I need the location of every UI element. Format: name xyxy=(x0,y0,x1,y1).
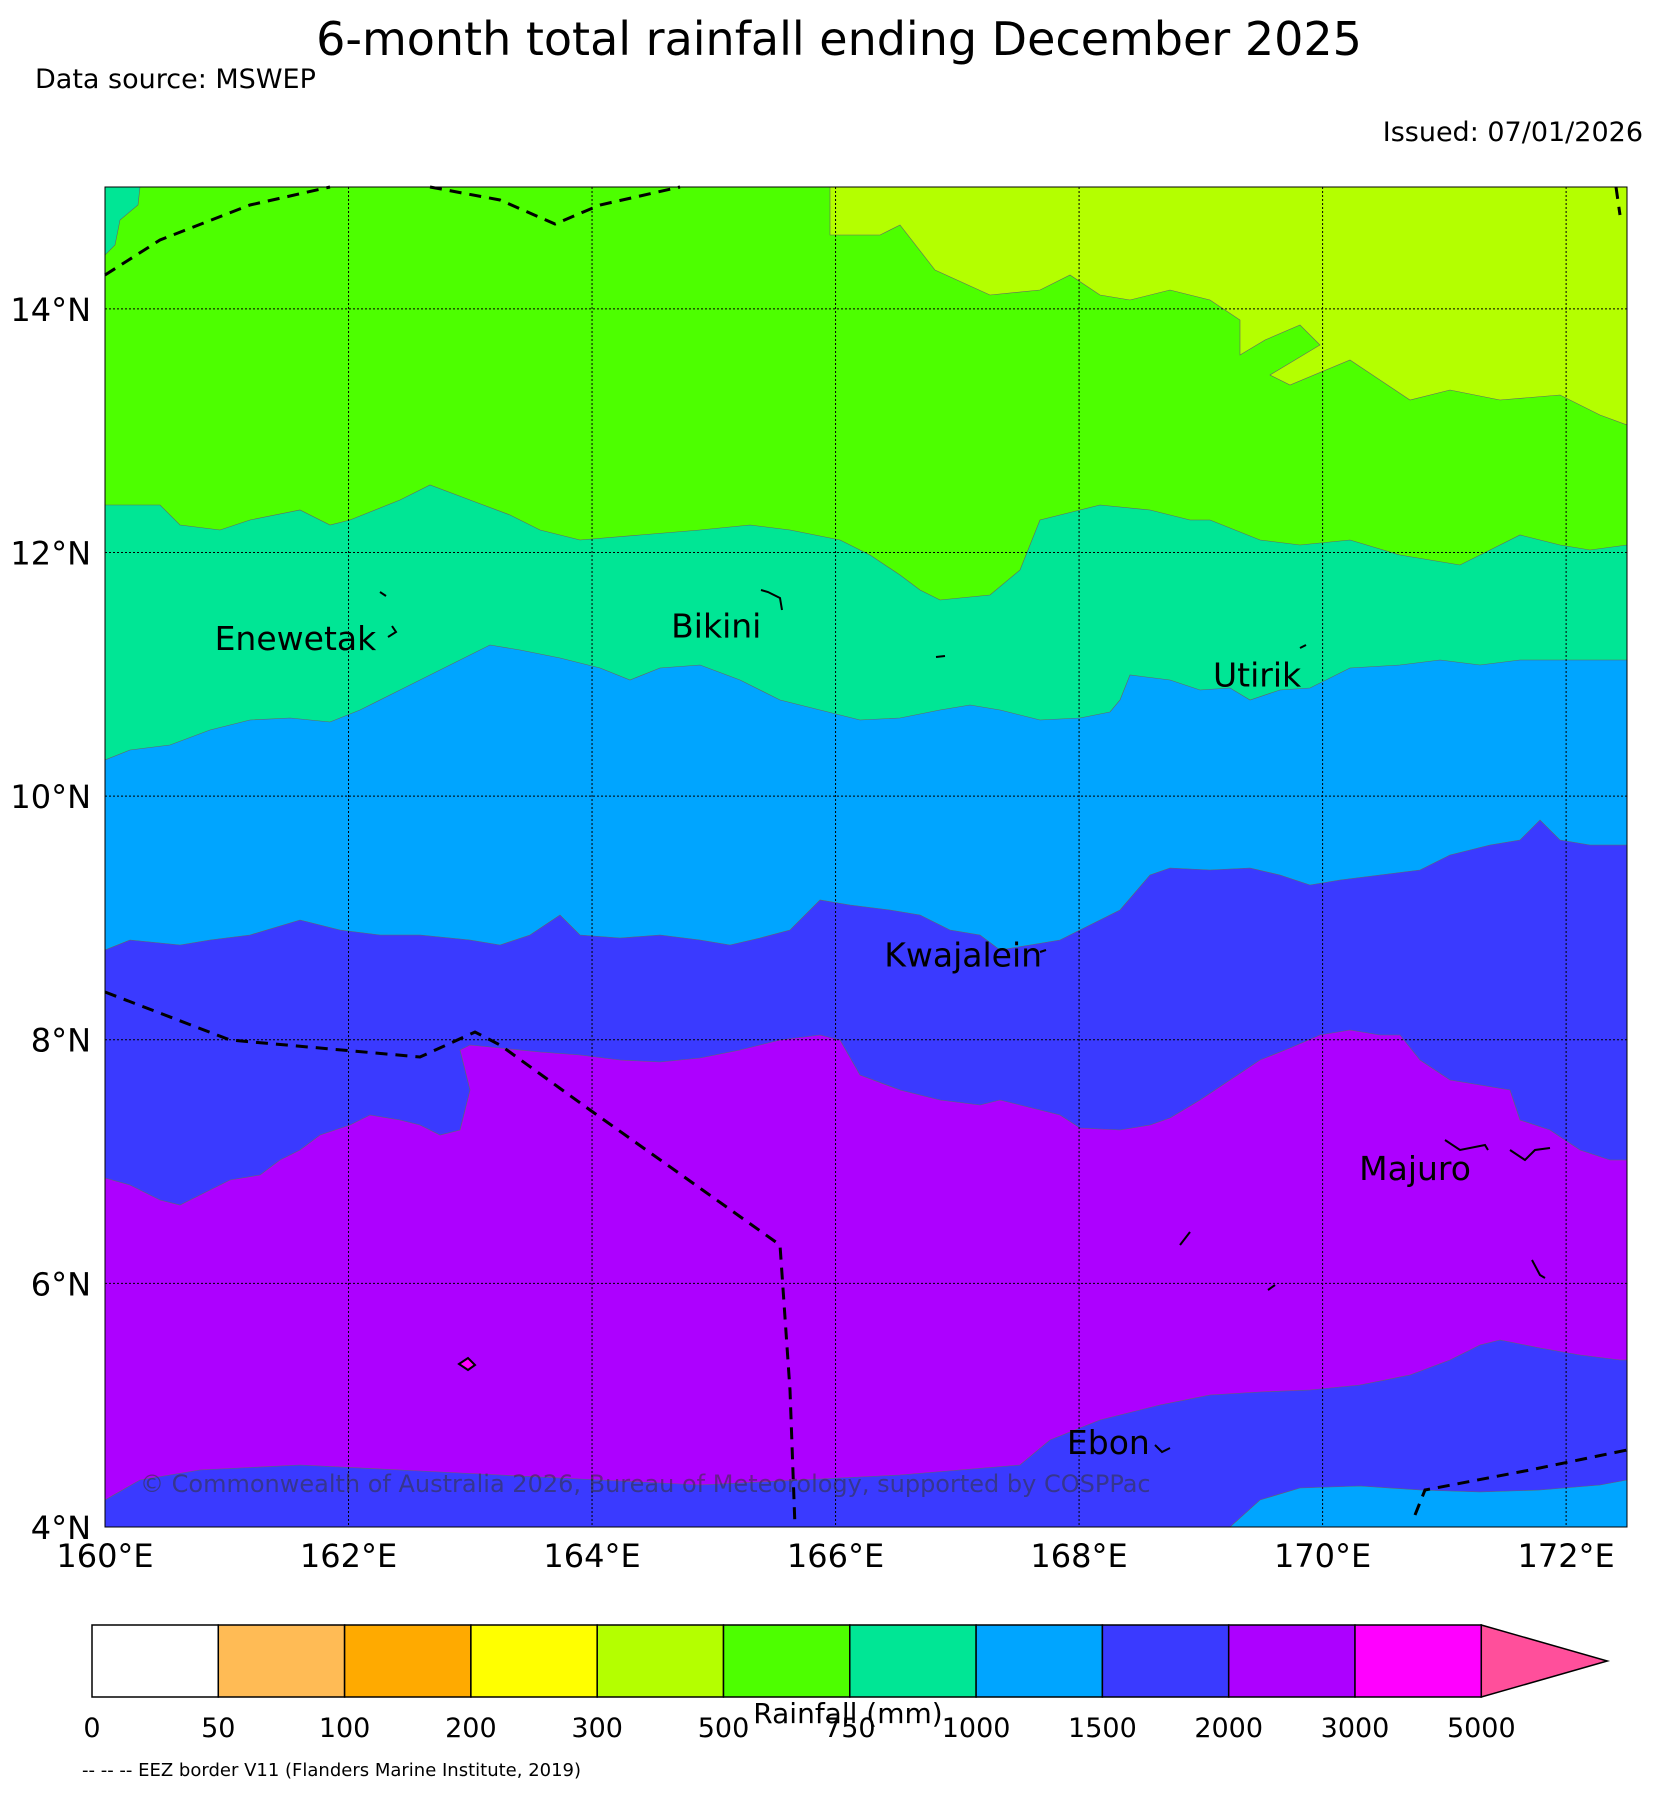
eez-border-south-east xyxy=(1413,1448,1628,1516)
jaluit-atoll xyxy=(1267,1284,1276,1291)
utirik-atoll xyxy=(1299,644,1307,649)
longitude-tick-label: 168°E xyxy=(1030,1537,1127,1575)
map-frame xyxy=(104,186,1628,1528)
mili-atoll xyxy=(1531,1259,1546,1279)
legend-tick-label: 750 xyxy=(824,1713,876,1744)
legend-tick-label: 5000 xyxy=(1447,1713,1516,1744)
legend-tick-label: 100 xyxy=(319,1713,371,1744)
legend-tick-label: 3000 xyxy=(1321,1713,1390,1744)
legend-tick-label: 1500 xyxy=(1068,1713,1137,1744)
longitude-labels: 160°E 162°E 164°E 166°E 168°E 170°E 172°E xyxy=(56,1537,1614,1575)
latitude-tick-label: 8°N xyxy=(31,1022,91,1060)
map-title: 6-month total rainfall ending December 2… xyxy=(316,12,1362,66)
place-label-majuro: Majuro xyxy=(1359,1149,1471,1188)
legend-swatch xyxy=(722,1624,851,1698)
place-labels: Enewetak Bikini Utirik Kwajalein Majuro Ebon xyxy=(215,607,1471,1462)
majuro-atoll xyxy=(1444,1139,1489,1152)
legend-swatch xyxy=(470,1624,598,1698)
rongelap-atoll xyxy=(935,655,946,658)
legend-label: Rainfall (mm) xyxy=(753,1697,942,1730)
band-2000-3000-south xyxy=(105,1339,1627,1527)
arno-atoll xyxy=(1179,1231,1191,1246)
kwajalein-atoll xyxy=(1039,949,1047,953)
legend-tick-label: 200 xyxy=(445,1713,497,1744)
legend-swatch xyxy=(596,1624,725,1698)
legend-tick-label: 500 xyxy=(698,1713,750,1744)
place-label-utirik: Utirik xyxy=(1213,655,1302,694)
eez-footnote: -- -- -- EEZ border V11 (Flanders Marine… xyxy=(82,1760,582,1781)
legend-swatch-extend xyxy=(1480,1624,1611,1698)
longitude-tick-label: 164°E xyxy=(543,1537,640,1575)
place-label-enewetak: Enewetak xyxy=(215,619,378,658)
enewetak-atoll xyxy=(379,591,387,597)
legend-tick-label: 1000 xyxy=(942,1713,1011,1744)
place-label-kwajalein: Kwajalein xyxy=(884,936,1042,975)
longitude-tick-label: 172°E xyxy=(1517,1537,1614,1575)
kosrae-island xyxy=(457,1356,477,1372)
island-outlines xyxy=(379,589,1551,1454)
eez-border-north xyxy=(429,185,681,226)
longitude-tick-label: 166°E xyxy=(787,1537,884,1575)
legend-swatch xyxy=(849,1624,977,1698)
latitude-tick-label: 10°N xyxy=(10,778,91,816)
eez-border-north-west xyxy=(104,185,331,277)
map-grid xyxy=(104,187,1627,1528)
latitude-tick-label: 14°N xyxy=(10,291,91,329)
band-750-1000-nw xyxy=(105,187,141,256)
legend-swatch xyxy=(1354,1624,1483,1698)
legend-swatch xyxy=(1101,1624,1230,1698)
latitude-tick-label: 6°N xyxy=(31,1265,91,1303)
rainfall-bands xyxy=(105,187,1627,1527)
latitude-labels: 4°N 6°N 8°N 10°N 12°N 14°N xyxy=(10,291,91,1547)
legend-tick-label: 0 xyxy=(83,1713,100,1744)
enewetak-atoll-south xyxy=(387,625,398,638)
legend-tick-labels: 0 50 100 200 300 500 750 1000 1500 2000 3000 5000 xyxy=(83,1713,1515,1744)
legend-tick-label: 50 xyxy=(201,1713,235,1744)
place-label-ebon: Ebon xyxy=(1067,1423,1150,1462)
bikini-atoll xyxy=(760,589,783,611)
ebon-atoll xyxy=(1154,1444,1171,1454)
latitude-tick-label: 12°N xyxy=(10,534,91,572)
place-label-bikini: Bikini xyxy=(671,607,761,646)
latitude-tick-label: 4°N xyxy=(31,1509,91,1547)
eez-border-north-east xyxy=(1614,186,1622,216)
legend-colorbar xyxy=(91,1624,1611,1698)
band-1500-2000-south xyxy=(1229,1479,1627,1527)
longitude-tick-label: 160°E xyxy=(56,1537,153,1575)
longitude-tick-label: 170°E xyxy=(1274,1537,1371,1575)
legend-swatch xyxy=(217,1624,346,1698)
majuro-atoll-east xyxy=(1509,1147,1551,1162)
legend-tick-label: 300 xyxy=(571,1713,623,1744)
data-source: Data source: MSWEP xyxy=(35,64,316,95)
legend-tick-label: 2000 xyxy=(1194,1713,1263,1744)
longitude-tick-label: 162°E xyxy=(300,1537,397,1575)
legend-swatch xyxy=(975,1624,1104,1698)
copyright-text: © Commonwealth of Australia 2026, Bureau… xyxy=(140,1470,1151,1498)
legend-swatch xyxy=(91,1624,220,1698)
issued-date: Issued: 07/01/2026 xyxy=(1382,117,1643,148)
legend-swatch xyxy=(1227,1624,1356,1698)
legend-swatch xyxy=(343,1624,472,1698)
eez-borders xyxy=(104,185,1628,1528)
